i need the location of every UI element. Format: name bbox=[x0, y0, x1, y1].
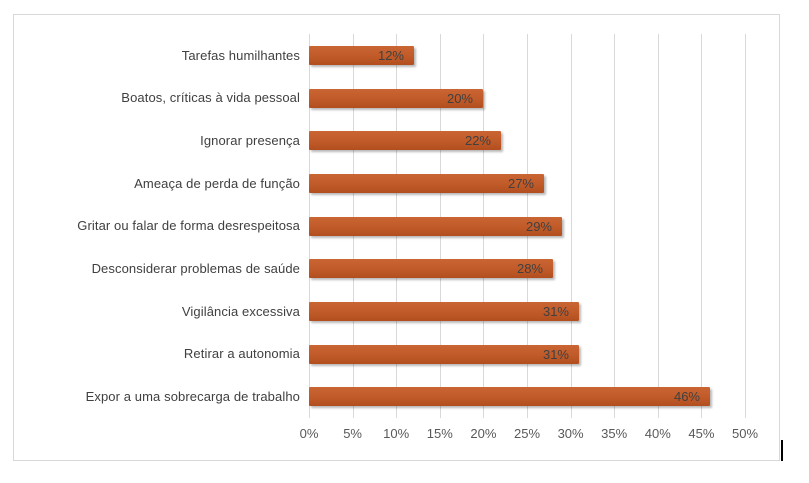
bar-value-label: 22% bbox=[464, 133, 491, 149]
bar: 20% bbox=[309, 88, 483, 108]
gridline bbox=[570, 34, 572, 418]
text-cursor-artifact bbox=[781, 440, 783, 461]
bar: 29% bbox=[309, 216, 562, 236]
gridline bbox=[657, 34, 659, 418]
gridline bbox=[745, 34, 746, 418]
bar-value-label: 12% bbox=[377, 47, 404, 63]
category-label: Expor a uma sobrecarga de trabalho bbox=[85, 389, 300, 405]
x-axis-tick-label: 35% bbox=[601, 426, 628, 441]
bar: 27% bbox=[309, 173, 544, 193]
bar-chart-frame: Tarefas humilhantes 12% Boatos, críticas à… bbox=[13, 14, 780, 461]
bar-value-label: 28% bbox=[516, 261, 543, 277]
x-axis-tick-label: 15% bbox=[426, 426, 453, 441]
x-axis-tick-label: 25% bbox=[513, 426, 541, 441]
category-label: Tarefas humilhantes bbox=[181, 47, 300, 63]
bar: 31% bbox=[309, 301, 579, 321]
bar-value-label: 31% bbox=[542, 303, 569, 319]
x-axis-tick-label: 5% bbox=[343, 426, 362, 441]
bar: 31% bbox=[309, 344, 579, 364]
category-label: Ignorar presença bbox=[200, 133, 300, 149]
bar-value-label: 29% bbox=[525, 218, 552, 234]
category-label: Gritar ou falar de forma desrespeitosa bbox=[77, 218, 300, 234]
category-label: Ameaça de perda de função bbox=[134, 175, 300, 191]
bar-value-label: 20% bbox=[446, 90, 473, 106]
x-axis-tick-label: 50% bbox=[731, 426, 759, 441]
x-axis-tick-label: 0% bbox=[299, 426, 319, 441]
category-label: Vigilância excessiva bbox=[181, 303, 300, 319]
x-axis-tick-label: 30% bbox=[557, 426, 584, 441]
bar-value-label: 27% bbox=[507, 175, 534, 191]
x-axis-tick-label: 20% bbox=[470, 426, 497, 441]
category-label: Retirar a autonomia bbox=[183, 346, 300, 362]
bar: 28% bbox=[309, 259, 553, 279]
x-axis-tick-label: 45% bbox=[688, 426, 715, 441]
category-label: Boatos, críticas à vida pessoal bbox=[121, 90, 300, 106]
bar-value-label: 46% bbox=[673, 389, 700, 405]
gridline bbox=[614, 34, 616, 418]
bar: 46% bbox=[309, 387, 710, 407]
bar: 12% bbox=[309, 45, 414, 65]
bar-value-label: 31% bbox=[542, 346, 569, 362]
category-label: Desconsiderar problemas de saúde bbox=[91, 261, 300, 277]
x-axis-tick-label: 40% bbox=[644, 426, 671, 441]
x-axis-tick-label: 10% bbox=[383, 426, 410, 441]
bar: 22% bbox=[309, 131, 501, 151]
gridline bbox=[701, 34, 703, 418]
